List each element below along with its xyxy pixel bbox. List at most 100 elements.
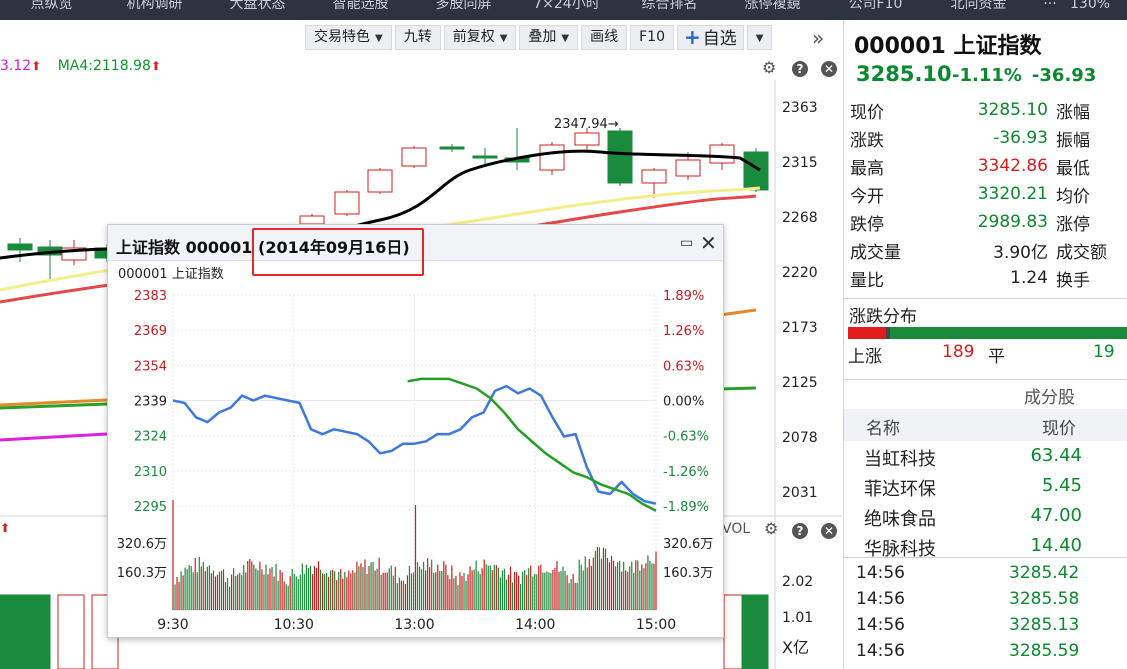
toolbar-button[interactable]: 九转 (394, 25, 441, 50)
quote-value: -36.93 (993, 128, 1048, 148)
zoom-level[interactable]: 130% (1070, 0, 1111, 12)
nav-item[interactable]: 7×24小时 (533, 0, 600, 12)
close-icon[interactable]: ✕ (821, 520, 837, 539)
pct-tick-label: 0.63% (663, 359, 704, 374)
quote-row: 成交量 3.90亿 成交额 (844, 236, 1127, 264)
add-watchlist-button[interactable]: + 自选 (676, 25, 744, 50)
watchlist-dropdown[interactable]: ▼ (746, 25, 773, 50)
quote-label: 涨停 (1056, 214, 1090, 235)
stock-price: 63.44 (1030, 445, 1082, 466)
volume-tick-label: 320.6万 (663, 537, 713, 552)
change-percent: -1.11% (952, 65, 1022, 86)
quote-label: 均价 (1056, 186, 1090, 207)
stock-price: 47.00 (1030, 505, 1082, 526)
candle-body (7, 243, 33, 251)
more-icon[interactable]: ··· (1043, 0, 1057, 12)
volume-bar (741, 594, 769, 669)
gear-icon[interactable]: ⚙ (764, 519, 779, 538)
top-nav-bar: 点纵览 机构调研 大盘状态 智能选股 多股同屏 7×24小时 综合排名 涨停複鏡 公司F10 北向… (0, 0, 1127, 20)
candle-body (472, 155, 498, 159)
quote-label: 今开 (850, 186, 884, 207)
price-tick-label: 2078 (782, 430, 818, 446)
price-tick-label: 2268 (782, 210, 818, 226)
pct-tick-label: 0.00% (663, 395, 704, 410)
volume-bar (23, 594, 51, 669)
toolbar-button-label: 叠加 (528, 29, 557, 45)
volume-unit-label: X亿 (782, 638, 809, 657)
ma3-value: 3.12 (0, 58, 32, 74)
y-tick-label: 2310 (134, 465, 167, 480)
toolbar-button[interactable]: 交易特色 ▼ (305, 25, 392, 50)
chart-toolbar: 交易特色 ▼ 九转 前复权 ▼ 叠加 ▼ 画线 F10 + 自选 ▼ (305, 25, 773, 51)
intraday-popup: 上证指数 000001 (2014年09月16日) ▭ ✕ 000001 上证指… (107, 224, 724, 638)
tick-price: 3285.13 (1009, 615, 1080, 635)
gear-icon[interactable]: ⚙ (762, 58, 777, 77)
nav-item[interactable]: 智能选股 (332, 0, 389, 12)
distribution-title: 涨跌分布 (849, 307, 917, 327)
component-stock-row[interactable]: 菲达环保 5.45 (844, 471, 1127, 501)
minimize-icon[interactable]: ▭ (680, 235, 694, 251)
candle-body (401, 147, 427, 167)
volume-bar (0, 594, 27, 669)
nav-item[interactable]: 点纵览 (30, 0, 73, 12)
toolbar-button-label: F10 (639, 29, 665, 45)
toolbar-button-label: 前复权 (452, 29, 495, 45)
candle-body (367, 169, 393, 193)
up-label: 上涨 (848, 347, 882, 367)
toolbar-button-label: 九转 (403, 29, 432, 45)
quote-panel: 000001 上证指数 3285.10 -1.11% -36.93 现价 3285.… (843, 20, 1127, 669)
popup-title: 上证指数 000001 (116, 238, 253, 257)
candle-body (439, 146, 465, 150)
nav-item[interactable]: 大盘状态 (229, 0, 286, 12)
nav-item[interactable]: 机构调研 (126, 0, 183, 12)
header-price: 现价 (1042, 419, 1076, 439)
candle-body (743, 151, 769, 191)
tick-row: 14:56 3285.42 (844, 561, 1127, 587)
volume-tick-label: 2.02 (782, 574, 813, 590)
tick-row: 14:56 3285.13 (844, 613, 1127, 639)
tick-price: 3285.59 (1009, 641, 1080, 661)
components-header: 名称 现价 (844, 409, 1127, 441)
nav-item[interactable]: 公司F10 (848, 0, 903, 12)
candle-body (641, 169, 667, 184)
popup-subtitle: 000001 上证指数 (118, 267, 224, 282)
y-tick-label: 2339 (134, 395, 167, 410)
price-tick-label: 2315 (782, 155, 818, 171)
tick-time: 14:56 (856, 589, 905, 609)
pct-tick-label: 1.89% (663, 289, 704, 304)
help-icon[interactable]: ? (792, 520, 808, 539)
component-stock-row[interactable]: 绝味食品 47.00 (844, 501, 1127, 531)
toolbar-button[interactable]: 画线 (581, 25, 628, 50)
quote-label: 振幅 (1056, 130, 1090, 151)
x-tick-label: 9:30 (157, 617, 188, 633)
components-title: 成分股 (1024, 388, 1075, 408)
ma-line (719, 386, 757, 391)
nav-item[interactable]: 多股同屏 (435, 0, 492, 12)
popup-close-icon[interactable]: ✕ (700, 231, 717, 255)
quote-value: 3285.10 (977, 100, 1048, 120)
price-tick-label: 2031 (782, 485, 818, 501)
quote-value: 3320.21 (977, 184, 1048, 204)
nav-item[interactable]: 北向资金 (950, 0, 1007, 12)
help-icon[interactable]: ? (792, 58, 808, 77)
toolbar-button[interactable]: F10 (630, 25, 674, 50)
toolbar-button[interactable]: 叠加 ▼ (519, 25, 579, 50)
candle-body (334, 191, 360, 215)
close-icon[interactable]: ✕ (821, 58, 837, 77)
toolbar-button[interactable]: 前复权 ▼ (443, 25, 517, 50)
tick-time: 14:56 (856, 641, 905, 661)
quote-value: 3.90亿 (993, 242, 1048, 263)
up-arrow-icon: ⬆ (31, 59, 42, 73)
component-stock-row[interactable]: 华脉科技 14.40 (844, 531, 1127, 561)
intraday-chart[interactable]: 2383 2369 2354 2339 2324 2310 2295 1.89% 1.26% 0.… (108, 280, 723, 637)
toolbar-button-label: 交易特色 (314, 29, 370, 45)
nav-item[interactable]: 综合排名 (641, 0, 698, 12)
tick-time: 14:56 (856, 563, 905, 583)
nav-item[interactable]: 涨停複鏡 (744, 0, 801, 12)
expand-icon[interactable]: » (812, 26, 825, 50)
component-stock-row[interactable]: 当虹科技 63.44 (844, 441, 1127, 471)
divider (844, 298, 1127, 299)
popup-header: 上证指数 000001 (2014年09月16日) ▭ ✕ (108, 225, 723, 261)
up-arrow-icon: ⬆ (150, 59, 161, 73)
tick-time: 14:56 (856, 615, 905, 635)
